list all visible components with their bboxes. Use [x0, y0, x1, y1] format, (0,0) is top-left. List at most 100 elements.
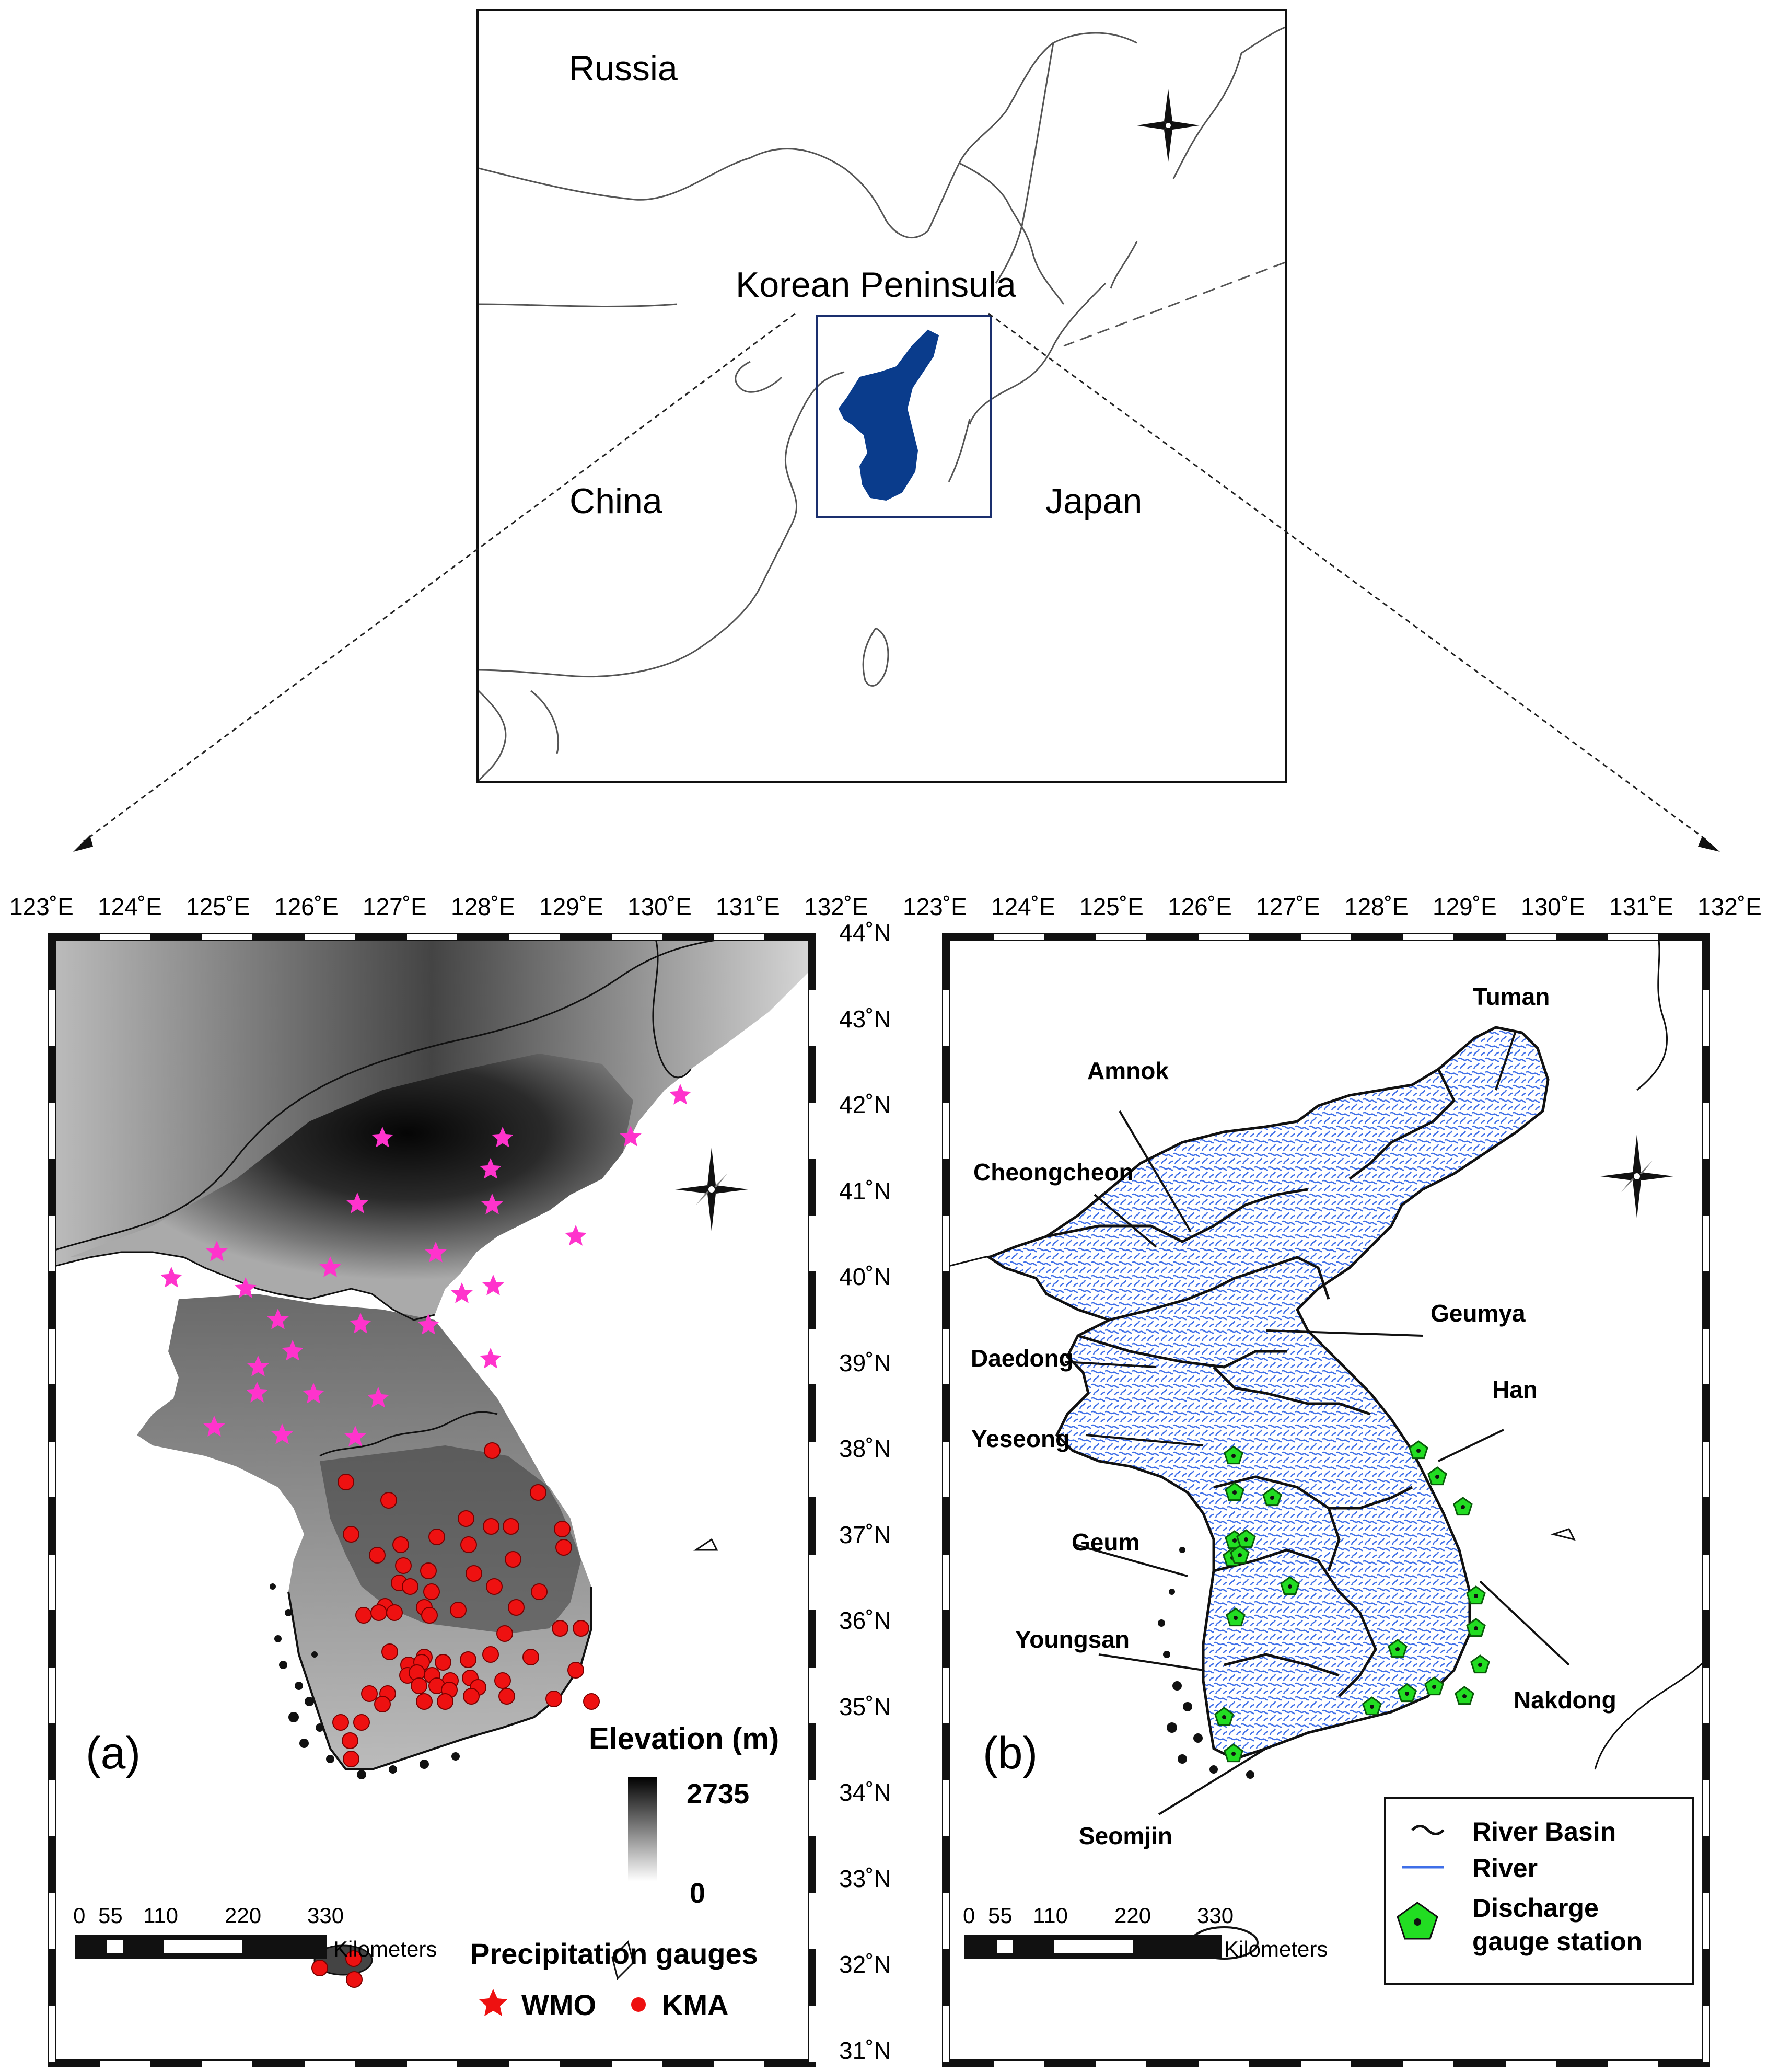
panel-a-frame	[48, 933, 816, 2067]
frame-tick	[48, 1836, 56, 1893]
kma-gauge-marker	[460, 1651, 476, 1668]
frame-tick	[48, 1215, 56, 1272]
lon-label: 125˚E	[1079, 893, 1144, 920]
frame-tick	[808, 1271, 816, 1329]
kma-gauge-marker	[342, 1732, 358, 1749]
lat-label: 33˚N	[839, 1865, 891, 1892]
discharge-station-center	[1478, 1663, 1482, 1667]
kma-gauge-marker	[545, 1691, 562, 1707]
frame-tick	[48, 1497, 56, 1555]
discharge-station-center	[1405, 1692, 1409, 1696]
kma-gauge-marker	[343, 1526, 359, 1543]
wmo-gauge-marker	[235, 1277, 257, 1298]
frame-tick	[48, 1328, 56, 1385]
kma-gauge-marker	[466, 1565, 482, 1582]
frame-tick	[1607, 2059, 1659, 2067]
panel-a-map: (a) Elevation (m) 2735 0 Precipitation g…	[48, 933, 816, 2067]
panel-b-map: (b) Tuman Amnok Cheongcheon Geumya Daedo…	[942, 933, 1710, 2067]
legend-kma-label: KMA	[662, 1988, 729, 2021]
lon-label: 127˚E	[363, 893, 427, 920]
lon-label: 125˚E	[186, 893, 250, 920]
frame-tick	[1453, 933, 1506, 941]
panel-b-tag: (b)	[983, 1728, 1038, 1778]
wmo-gauge-marker	[371, 1127, 393, 1148]
kma-gauge-marker	[484, 1442, 501, 1459]
frame-tick	[1702, 1271, 1710, 1329]
frame-tick	[942, 1723, 950, 1780]
frame-tick	[764, 2059, 816, 2067]
legend-kma-symbol	[631, 1997, 646, 2012]
scale-unit-b: Kilometers	[1224, 1937, 1328, 1961]
frame-tick	[508, 2059, 561, 2067]
korean-peninsula-shape	[838, 329, 939, 501]
wmo-gauge-marker	[480, 1158, 502, 1179]
elevation-title: Elevation (m)	[589, 1722, 780, 1756]
frame-tick	[48, 933, 56, 990]
country-label-korean-peninsula: Korean Peninsula	[736, 265, 1016, 305]
frame-tick	[1658, 933, 1710, 941]
frame-tick	[942, 1271, 950, 1329]
frame-tick	[48, 1666, 56, 1724]
discharge-station-center	[1370, 1705, 1374, 1709]
kma-gauge-marker	[508, 1599, 525, 1616]
kma-gauge-marker	[583, 1693, 600, 1710]
frame-tick	[942, 1610, 950, 1668]
lon-label: 132˚E	[804, 893, 868, 920]
scale-tick-55-b: 55	[988, 1903, 1013, 1928]
wmo-gauge-marker	[344, 1426, 366, 1446]
discharge-station-center	[1238, 1553, 1242, 1557]
lat-label: 36˚N	[839, 1607, 891, 1634]
wmo-gauge-marker	[271, 1423, 293, 1444]
frame-tick	[1505, 2059, 1557, 2067]
frame-tick	[1249, 2059, 1301, 2067]
legend-wmo-symbol	[479, 1989, 507, 2016]
lon-label: 123˚E	[9, 893, 74, 920]
frame-tick	[201, 933, 253, 941]
kma-gauge-marker	[530, 1484, 546, 1501]
discharge-station-center	[1416, 1449, 1421, 1453]
wmo-gauge-marker	[620, 1126, 642, 1147]
frame-tick	[99, 933, 151, 941]
scale-tick-330: 330	[307, 1903, 344, 1928]
frame-tick	[457, 933, 509, 941]
frame-tick	[1658, 2059, 1710, 2067]
frame-tick	[1300, 933, 1352, 941]
lat-label: 41˚N	[839, 1177, 891, 1205]
kma-gauge-marker	[380, 1492, 397, 1509]
basin-label-daedong: Daedong	[971, 1345, 1074, 1372]
lon-label: 124˚E	[98, 893, 162, 920]
kma-gauge-marker	[370, 1604, 387, 1621]
discharge-station-center	[1462, 1694, 1467, 1698]
frame-tick	[560, 933, 612, 941]
wmo-gauge-marker	[246, 1382, 268, 1403]
lon-labels-panel-a: 123˚E 124˚E 125˚E 126˚E 127˚E 128˚E 129˚E 130˚E…	[0, 893, 878, 924]
kma-gauge-marker	[311, 1960, 328, 1976]
frame-tick	[48, 1159, 56, 1216]
legend-river-label: River	[1472, 1854, 1538, 1883]
kma-gauge-marker	[338, 1474, 354, 1490]
inset-map: Russia Korean Peninsula China Japan	[476, 9, 1287, 783]
wmo-gauge-marker	[481, 1194, 503, 1214]
kma-gauge-marker	[411, 1677, 427, 1694]
frame-tick	[1702, 1441, 1710, 1498]
kma-gauge-marker	[420, 1562, 437, 1579]
frame-tick	[764, 933, 816, 941]
basin-label-amnok: Amnok	[1087, 1057, 1169, 1084]
frame-tick	[1044, 933, 1096, 941]
lat-labels: 44˚N 43˚N 42˚N 41˚N 40˚N 39˚N 38˚N 37˚N 36˚N 35˚N…	[839, 919, 902, 2067]
frame-tick	[808, 1554, 816, 1611]
kma-gauge-marker	[483, 1518, 499, 1535]
kma-gauge-marker	[416, 1693, 433, 1710]
kma-gauge-marker	[428, 1529, 445, 1545]
frame-tick	[1702, 1384, 1710, 1442]
north-arrow-icon	[1137, 89, 1200, 162]
kma-gauge-marker	[355, 1607, 372, 1624]
wmo-gauge-marker	[451, 1282, 473, 1303]
frame-tick	[611, 2059, 663, 2067]
kma-gauge-marker	[503, 1518, 519, 1535]
lon-label: 130˚E	[627, 893, 692, 920]
lon-labels-panel-b: 123˚E 124˚E 125˚E 126˚E 127˚E 128˚E 129˚E 130˚E…	[899, 893, 1768, 924]
frame-tick	[48, 1610, 56, 1668]
legend-basin-label: River Basin	[1472, 1817, 1616, 1846]
lat-label: 39˚N	[839, 1349, 891, 1376]
